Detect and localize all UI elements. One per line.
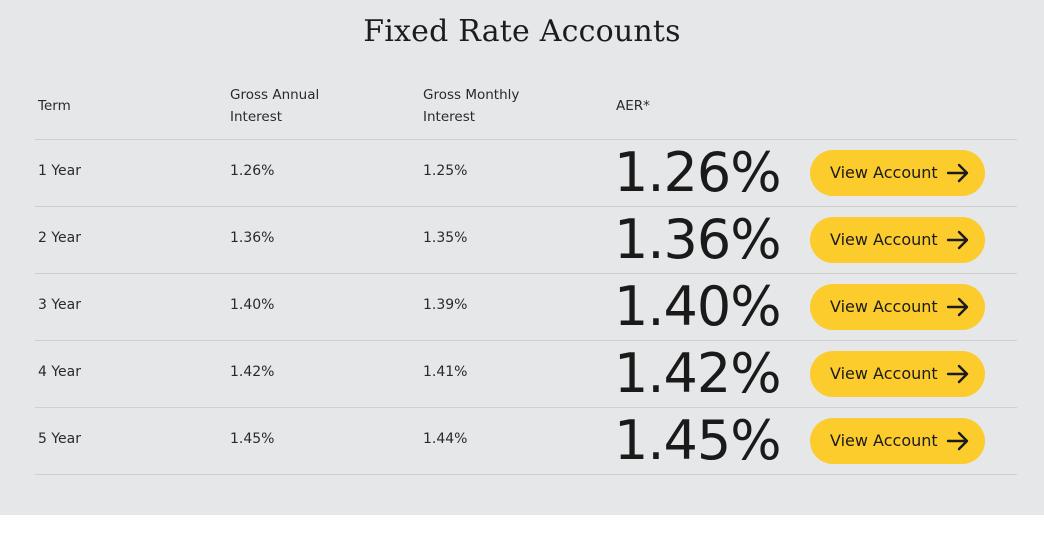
term-cell: 3 Year — [38, 297, 81, 313]
term-cell: 4 Year — [38, 364, 81, 380]
view-account-button[interactable]: View Account — [810, 351, 985, 397]
arrow-right-icon — [946, 230, 969, 250]
arrow-right-icon — [946, 431, 969, 451]
term-cell: 2 Year — [38, 230, 81, 246]
gross-annual-cell: 1.45% — [230, 431, 275, 447]
gross-monthly-cell: 1.44% — [423, 431, 468, 447]
header-gross-annual-line1: Gross Annual — [230, 87, 320, 103]
header-gross-annual-line2: Interest — [230, 109, 283, 125]
arrow-right-icon — [946, 297, 969, 317]
table-row: 5 Year 1.45% 1.44% 1.45% View Account — [35, 408, 1017, 475]
gross-monthly-cell: 1.41% — [423, 364, 468, 380]
header-aer: AER* — [616, 98, 650, 114]
arrow-right-icon — [946, 364, 969, 384]
term-cell: 1 Year — [38, 163, 81, 179]
page-title: Fixed Rate Accounts — [363, 14, 681, 49]
gross-annual-cell: 1.26% — [230, 163, 275, 179]
header-gross-monthly-line1: Gross Monthly — [423, 87, 520, 103]
view-account-button[interactable]: View Account — [810, 418, 985, 464]
gross-monthly-cell: 1.35% — [423, 230, 468, 246]
aer-value: 1.45% — [614, 409, 782, 472]
table-row: 4 Year 1.42% 1.41% 1.42% View Account — [35, 341, 1017, 408]
view-account-label: View Account — [830, 364, 938, 383]
table-row: 3 Year 1.40% 1.39% 1.40% View Account — [35, 274, 1017, 341]
view-account-button[interactable]: View Account — [810, 284, 985, 330]
gross-annual-cell: 1.42% — [230, 364, 275, 380]
header-gross-monthly-line2: Interest — [423, 109, 476, 125]
arrow-right-icon — [946, 163, 969, 183]
table-row: 1 Year 1.26% 1.25% 1.26% View Account — [35, 140, 1017, 207]
aer-value: 1.40% — [614, 275, 782, 338]
aer-value: 1.26% — [614, 141, 782, 204]
term-cell: 5 Year — [38, 431, 81, 447]
view-account-button[interactable]: View Account — [810, 217, 985, 263]
aer-value: 1.42% — [614, 342, 782, 405]
view-account-label: View Account — [830, 163, 938, 182]
gross-monthly-cell: 1.25% — [423, 163, 468, 179]
header-gross-annual: Gross Annual Interest — [230, 84, 350, 128]
view-account-label: View Account — [830, 431, 938, 450]
header-gross-monthly: Gross Monthly Interest — [423, 84, 543, 128]
gross-annual-cell: 1.36% — [230, 230, 275, 246]
view-account-button[interactable]: View Account — [810, 150, 985, 196]
view-account-label: View Account — [830, 230, 938, 249]
gross-annual-cell: 1.40% — [230, 297, 275, 313]
view-account-label: View Account — [830, 297, 938, 316]
header-term: Term — [38, 98, 71, 114]
table-row: 2 Year 1.36% 1.35% 1.36% View Account — [35, 207, 1017, 274]
table-header: Term Gross Annual Interest Gross Monthly… — [35, 84, 1017, 140]
aer-value: 1.36% — [614, 208, 782, 271]
gross-monthly-cell: 1.39% — [423, 297, 468, 313]
fixed-rate-panel: Fixed Rate Accounts Term Gross Annual In… — [0, 0, 1044, 515]
